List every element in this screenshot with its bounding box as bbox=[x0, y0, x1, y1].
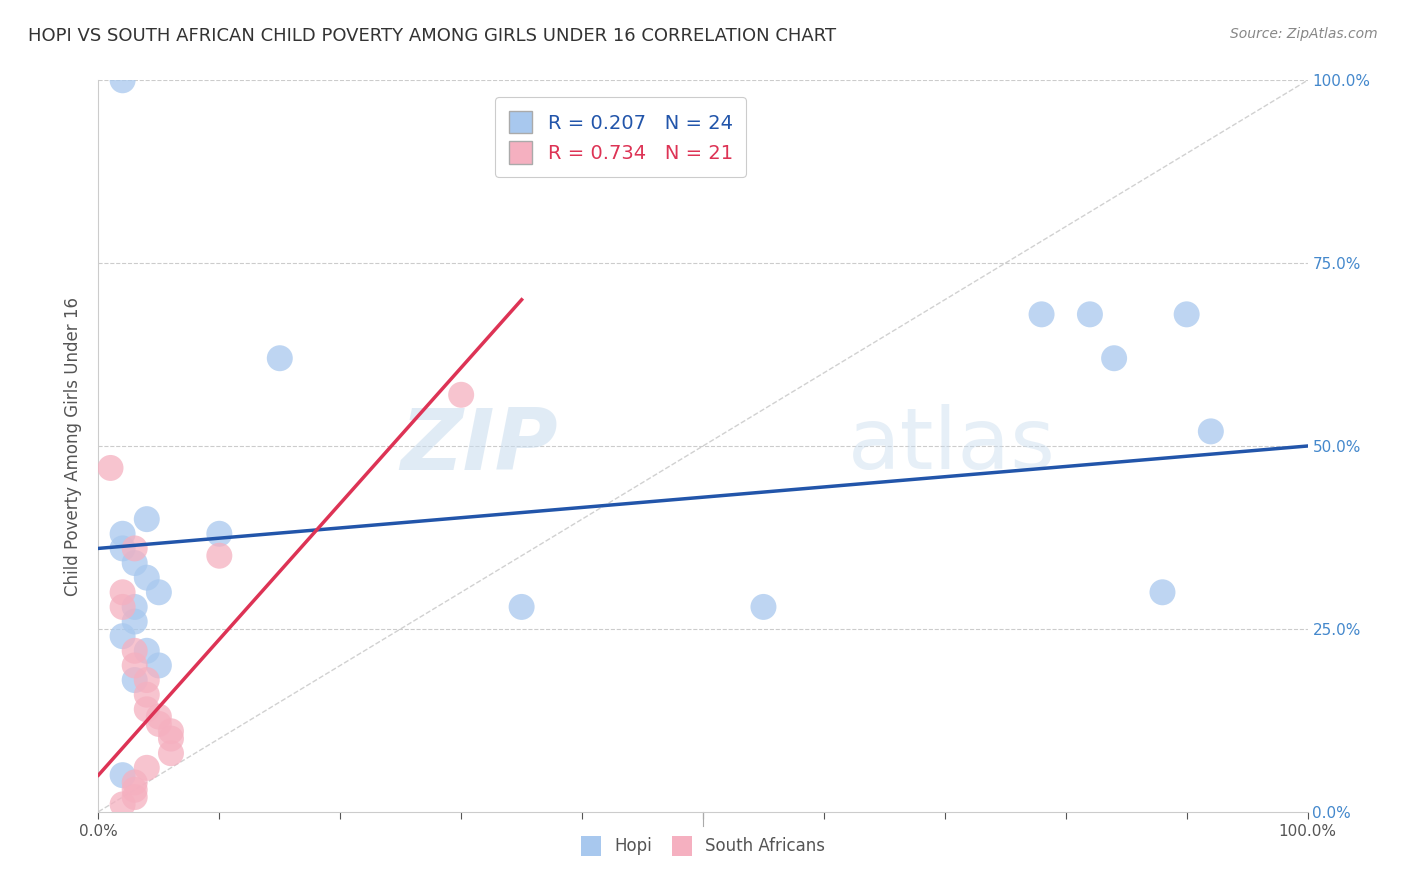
Point bbox=[148, 585, 170, 599]
Point bbox=[1175, 307, 1198, 321]
Point bbox=[510, 599, 533, 614]
Point bbox=[148, 709, 170, 723]
Point bbox=[1102, 351, 1125, 366]
Point bbox=[124, 673, 146, 687]
Point bbox=[450, 388, 472, 402]
Legend: Hopi, South Africans: Hopi, South Africans bbox=[571, 826, 835, 865]
Point bbox=[100, 461, 122, 475]
Text: Source: ZipAtlas.com: Source: ZipAtlas.com bbox=[1230, 27, 1378, 41]
Point bbox=[135, 673, 157, 687]
Point bbox=[208, 526, 231, 541]
Text: atlas: atlas bbox=[848, 404, 1056, 488]
Point bbox=[1199, 425, 1222, 439]
Point bbox=[124, 599, 146, 614]
Point bbox=[124, 782, 146, 797]
Point bbox=[124, 644, 146, 658]
Point bbox=[752, 599, 775, 614]
Point bbox=[111, 599, 134, 614]
Point bbox=[124, 658, 146, 673]
Point bbox=[135, 761, 157, 775]
Point bbox=[135, 644, 157, 658]
Y-axis label: Child Poverty Among Girls Under 16: Child Poverty Among Girls Under 16 bbox=[65, 296, 83, 596]
Point bbox=[148, 717, 170, 731]
Point bbox=[111, 768, 134, 782]
Point bbox=[1152, 585, 1174, 599]
Point bbox=[111, 73, 134, 87]
Point bbox=[111, 585, 134, 599]
Point bbox=[1031, 307, 1053, 321]
Point bbox=[124, 541, 146, 556]
Point bbox=[124, 790, 146, 805]
Point bbox=[269, 351, 291, 366]
Point bbox=[135, 688, 157, 702]
Point bbox=[208, 549, 231, 563]
Point bbox=[135, 571, 157, 585]
Point bbox=[111, 629, 134, 643]
Point bbox=[160, 724, 183, 739]
Text: ZIP: ZIP bbox=[401, 404, 558, 488]
Point bbox=[148, 658, 170, 673]
Point bbox=[111, 526, 134, 541]
Text: HOPI VS SOUTH AFRICAN CHILD POVERTY AMONG GIRLS UNDER 16 CORRELATION CHART: HOPI VS SOUTH AFRICAN CHILD POVERTY AMON… bbox=[28, 27, 837, 45]
Point bbox=[111, 541, 134, 556]
Point bbox=[135, 702, 157, 716]
Point bbox=[1078, 307, 1101, 321]
Point bbox=[160, 746, 183, 760]
Point bbox=[124, 615, 146, 629]
Point bbox=[124, 556, 146, 570]
Point bbox=[111, 797, 134, 812]
Point bbox=[160, 731, 183, 746]
Point bbox=[135, 512, 157, 526]
Point bbox=[124, 775, 146, 789]
